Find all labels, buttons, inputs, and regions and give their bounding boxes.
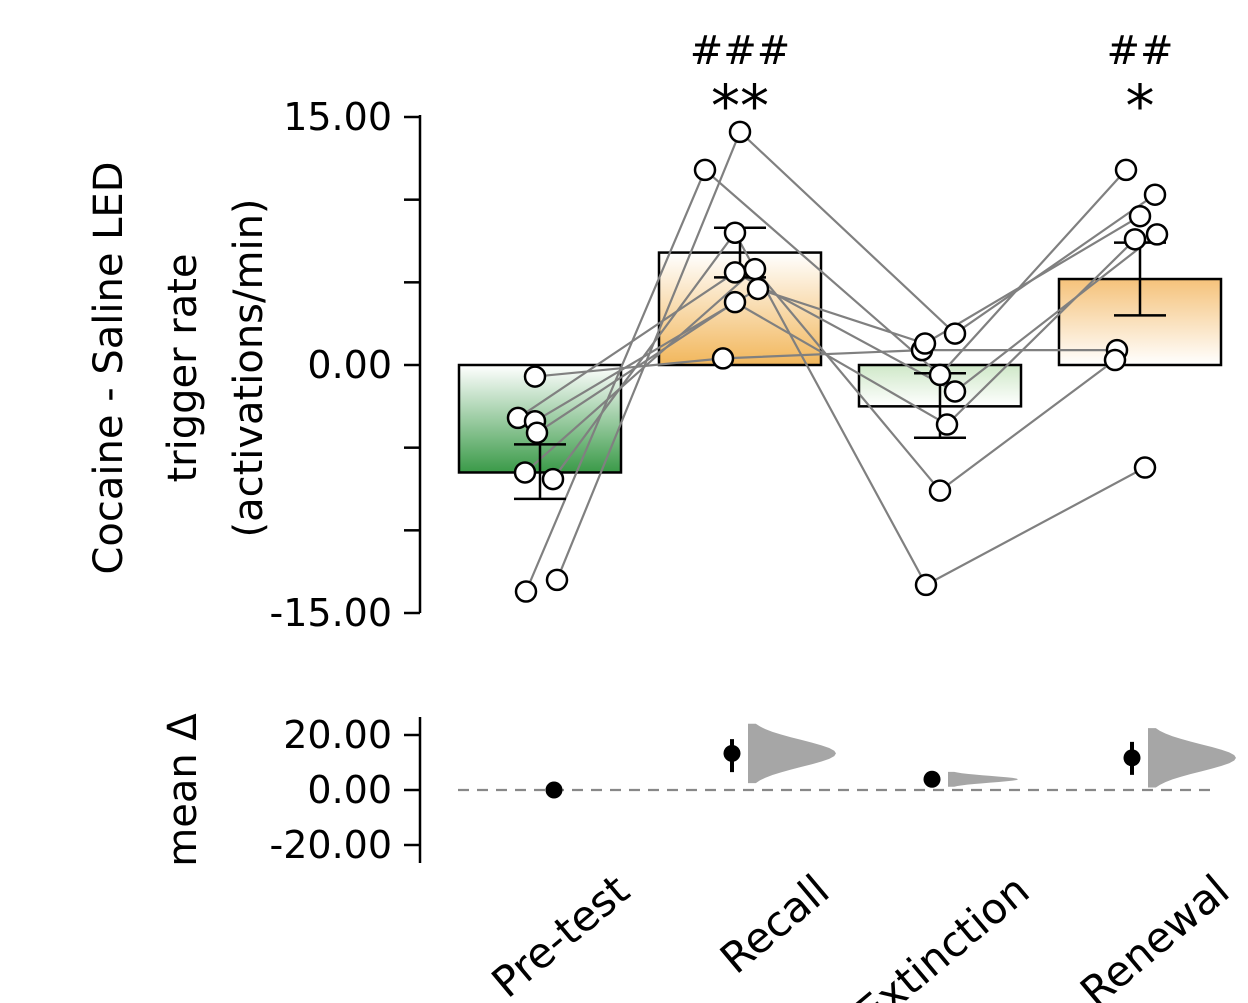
subject-point [743, 257, 767, 281]
subject-point [723, 221, 747, 244]
top-y-tick-label: 15.00 [283, 95, 392, 139]
bottom-y-ticks: 20.00 0.00 -20.00 [270, 713, 420, 867]
bootstrap-distributions [748, 723, 1236, 788]
subject-point [928, 479, 952, 502]
subject-point [943, 322, 967, 345]
subject-line [534, 349, 1117, 378]
mean-point [1123, 749, 1141, 767]
y-label-line-3: (activations/min) [226, 198, 272, 537]
subject-point [545, 568, 569, 592]
subject-point [723, 290, 747, 314]
bottom-y-tick-label: -20.00 [270, 823, 393, 867]
subject-point [1145, 223, 1169, 246]
subject-points [506, 120, 1169, 603]
top-y-tick-label: 0.00 [307, 343, 392, 387]
distribution-renewal [1148, 728, 1236, 788]
subject-line [524, 267, 1116, 493]
y-label-line-2: trigger rate [160, 253, 206, 482]
category-label: Pre-test [482, 865, 638, 1003]
subject-point [943, 380, 967, 403]
top-y-label: Cocaine - Saline LED trigger rate (activ… [86, 161, 272, 574]
category-labels: Pre-test Recall Extinction Renewal [482, 865, 1238, 1003]
hash-marker: ### [690, 28, 791, 74]
bottom-y-tick-label: 0.00 [307, 768, 392, 812]
subject-point [746, 277, 770, 301]
subject-point [723, 261, 747, 284]
paired-lines [517, 129, 1158, 592]
category-label: Extinction [846, 865, 1038, 1003]
subject-point [541, 467, 565, 491]
subject-point [913, 332, 937, 355]
top-panel: 15.00 0.00 -15.00 ###** ##* Cocaine - Salin… [86, 28, 1223, 635]
star-marker: * [1126, 72, 1155, 140]
subject-point [514, 580, 538, 603]
bottom-panel: 20.00 0.00 -20.00 mean Δ [160, 713, 1236, 867]
subject-point [513, 461, 537, 484]
subject-point [1143, 183, 1167, 206]
mean-point [723, 744, 741, 762]
subject-point [935, 413, 959, 436]
subject-point [523, 365, 547, 388]
subject-line [552, 230, 1146, 587]
subject-point [1133, 456, 1157, 479]
top-y-tick-label: -15.00 [270, 591, 393, 635]
subject-point [711, 347, 735, 370]
mean-point [545, 781, 563, 799]
distribution-extinction [948, 771, 1018, 787]
category-label: Renewal [1071, 865, 1238, 1003]
hash-marker: ## [1106, 28, 1173, 74]
y-label-line-1: Cocaine - Saline LED [86, 161, 132, 574]
subject-point [728, 120, 752, 144]
subject-point [525, 421, 549, 445]
subject-point [1128, 204, 1152, 228]
subject-line [517, 233, 1158, 419]
subject-line [536, 238, 1136, 434]
top-y-ticks: 15.00 0.00 -15.00 [270, 95, 420, 635]
subject-line [555, 129, 1156, 581]
mean-point [923, 770, 941, 788]
subject-point [928, 363, 952, 387]
subject-point [1114, 158, 1138, 182]
distribution-recall [748, 723, 836, 784]
subject-point [914, 573, 938, 597]
mean-difference-points [545, 739, 1141, 799]
star-marker: ** [711, 72, 769, 140]
subject-point [1123, 228, 1147, 251]
bottom-y-label: mean Δ [160, 713, 206, 867]
significance-markers: ###** ##* [690, 28, 1174, 140]
subject-line [534, 215, 1141, 423]
bottom-y-tick-label: 20.00 [283, 713, 392, 757]
subject-point [1103, 348, 1127, 372]
category-label: Recall [711, 865, 838, 983]
subject-point [693, 158, 717, 182]
